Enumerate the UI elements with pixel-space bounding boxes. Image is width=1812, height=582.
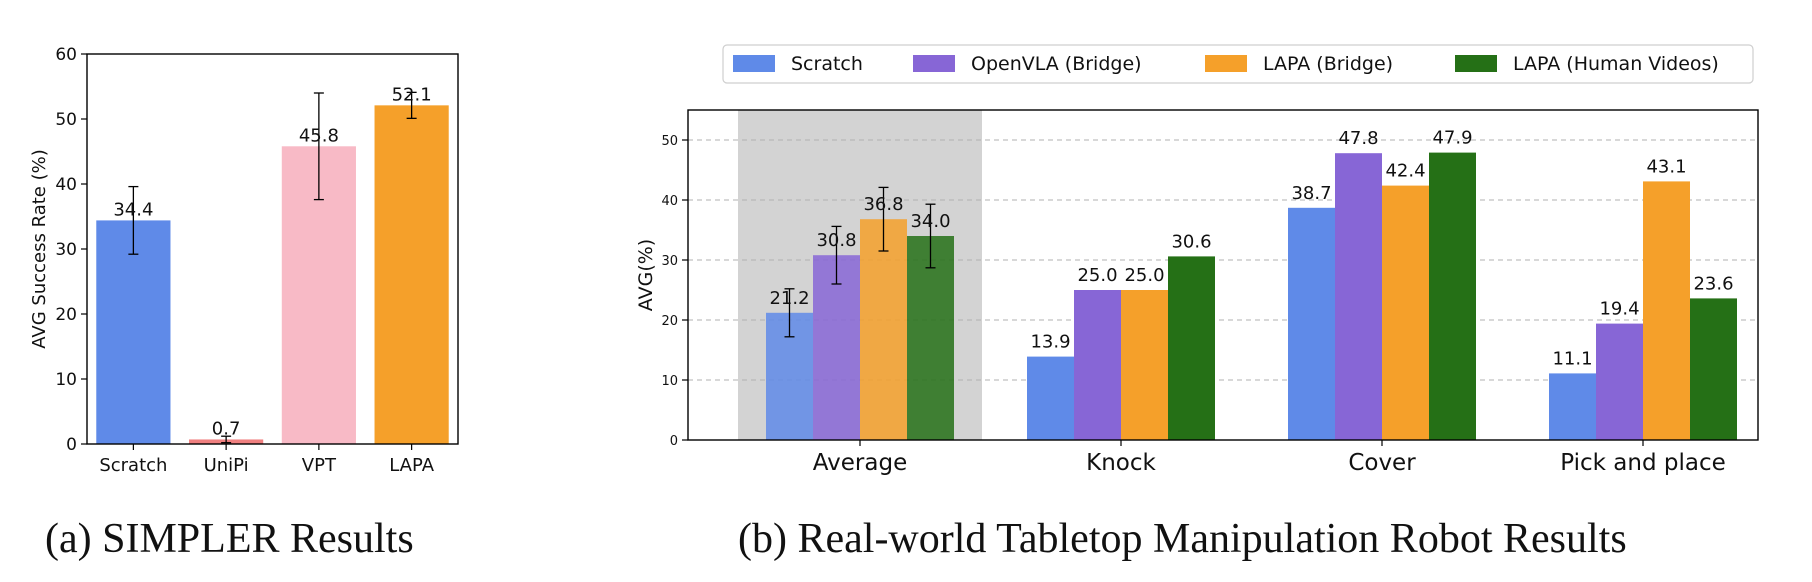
b-data-label-pick-and-place-lapa-human-videos: 23.6 [1693,273,1733,294]
b-legend-swatch-openvla-bridge [913,55,955,72]
caption-b: (b) Real-world Tabletop Manipulation Rob… [738,516,1627,562]
a-bar-scratch [96,220,171,444]
b-legend-swatch-scratch [733,55,775,72]
b-data-label-average-openvla-bridge: 30.8 [816,230,856,251]
b-ytick-label: 10 [661,374,678,389]
b-data-label-cover-scratch: 38.7 [1291,183,1331,204]
a-ytick-label: 20 [55,305,77,325]
a-errorbar-vpt [313,92,324,201]
b-data-label-knock-lapa-human-videos: 30.6 [1171,231,1211,252]
b-errorbar-average-lapa-bridge [878,186,889,252]
b-data-label-cover-lapa-bridge: 42.4 [1385,161,1425,182]
a-data-label-unipi: 0.7 [212,418,241,439]
b-bar-pick-and-place-scratch [1549,373,1596,440]
b-bar-knock-openvla-bridge [1074,290,1121,440]
b-bar-cover-lapa-bridge [1382,185,1429,440]
b-axes-frame [687,109,1759,441]
b-ytick-label: 50 [661,134,678,149]
a-ylabel: AVG Success Rate (%) [29,149,50,348]
b-ytick-label: 30 [661,254,678,269]
a-ytick-label: 0 [66,435,77,455]
caption-a: (a) SIMPLER Results [45,516,414,562]
a-xtick-label: LAPA [389,455,434,476]
a-ytick-label: 60 [55,45,77,65]
a-xtick-label: VPT [302,455,337,476]
b-data-label-pick-and-place-lapa-bridge: 43.1 [1646,156,1686,177]
b-legend-label-openvla-bridge: OpenVLA (Bridge) [971,53,1142,75]
b-ytick-label: 0 [670,434,678,449]
b-bar-cover-lapa-human-videos [1429,152,1476,440]
a-xtick-label: UniPi [204,455,249,476]
b-bar-knock-lapa-human-videos [1168,256,1215,440]
b-data-label-pick-and-place-scratch: 11.1 [1552,348,1592,369]
a-data-label-vpt: 45.8 [299,125,339,146]
b-xtick-label-knock: Knock [1086,450,1156,476]
b-legend-label-scratch: Scratch [791,53,863,75]
b-ytick-label: 20 [661,314,678,329]
b-legend-swatch-lapa-human-videos [1455,55,1497,72]
a-data-label-lapa: 52.1 [392,84,432,105]
b-bar-pick-and-place-lapa-bridge [1643,181,1690,440]
b-data-label-average-lapa-human-videos: 34.0 [910,211,950,232]
b-xtick-label-pick-and-place: Pick and place [1560,450,1726,476]
a-data-label-scratch: 34.4 [113,199,153,220]
b-errorbar-average-lapa-human-videos [925,203,936,269]
b-errorbar-average-scratch [784,288,795,338]
simpler-results-chart: 0 10 20 30 40 50 60 AVG Success Rate (%) 34.4 Scr… [29,45,459,476]
b-xtick-label-cover: Cover [1348,450,1416,476]
b-bar-average-lapa-human-videos [907,236,954,440]
b-data-label-pick-and-place-openvla-bridge: 19.4 [1599,299,1639,320]
b-legend-label-lapa-human-videos: LAPA (Human Videos) [1513,53,1719,75]
a-bar-lapa [374,105,449,444]
b-data-label-average-lapa-bridge: 36.8 [863,194,903,215]
b-bar-knock-lapa-bridge [1121,290,1168,440]
b-bar-average-openvla-bridge [813,255,860,440]
b-legend: Scratch OpenVLA (Bridge) LAPA (Bridge) LAPA… [722,44,1754,84]
a-ytick-label: 40 [55,175,77,195]
b-errorbar-average-openvla-bridge [831,225,842,285]
b-bar-cover-openvla-bridge [1335,153,1382,440]
b-data-label-knock-openvla-bridge: 25.0 [1077,265,1117,286]
b-data-label-cover-lapa-human-videos: 47.9 [1432,128,1472,149]
b-xtick-label-average: Average [813,450,907,476]
a-errorbar-lapa [406,91,417,119]
a-ytick-label: 10 [55,370,77,390]
a-errorbar-unipi [221,435,232,444]
b-data-label-average-scratch: 21.2 [769,288,809,309]
b-data-label-knock-lapa-bridge: 25.0 [1124,265,1164,286]
b-legend-label-lapa-bridge: LAPA (Bridge) [1263,53,1393,75]
b-bar-cover-scratch [1288,207,1335,440]
b-ytick-label: 40 [661,194,678,209]
b-data-label-knock-scratch: 13.9 [1030,332,1070,353]
b-bar-pick-and-place-openvla-bridge [1596,323,1643,440]
a-errorbar-scratch [128,185,139,255]
a-ytick-label: 30 [55,240,77,260]
b-bar-pick-and-place-lapa-human-videos [1690,298,1737,440]
b-ylabel: AVG(%) [635,239,657,311]
a-axes-frame [86,53,459,445]
a-ytick-label: 50 [55,110,77,130]
b-bar-average-lapa-bridge [860,219,907,440]
b-data-label-cover-openvla-bridge: 47.8 [1338,128,1378,149]
a-xtick-label: Scratch [99,455,167,476]
real-world-results-chart: 0 10 20 30 40 50 AVG(%) 21.2 30.8 36.8 34.0 Average… [635,44,1759,476]
b-bar-knock-scratch [1027,356,1074,440]
b-legend-swatch-lapa-bridge [1205,55,1247,72]
